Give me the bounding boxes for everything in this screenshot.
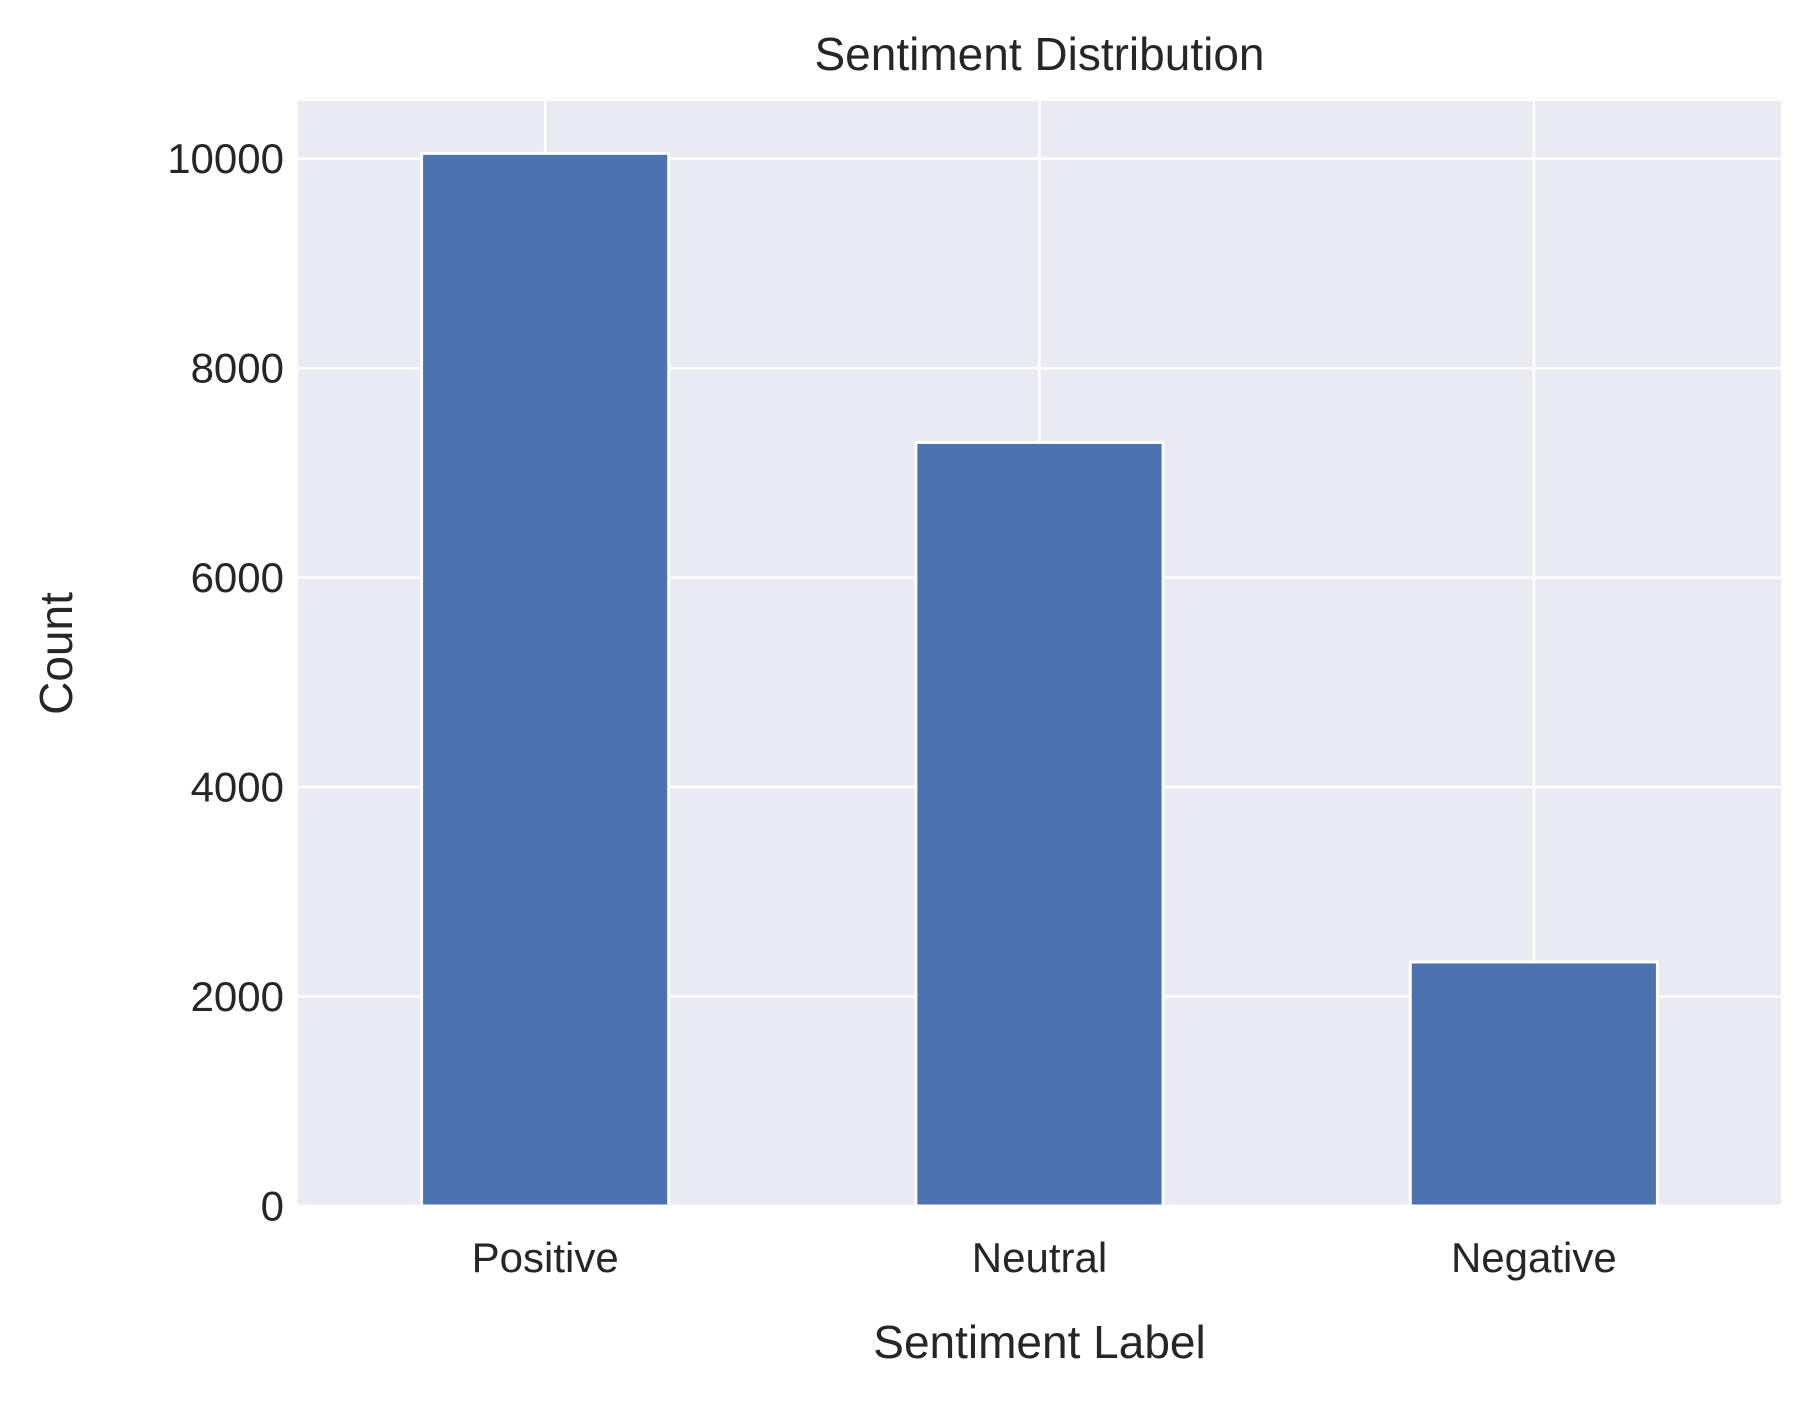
chart-title: Sentiment Distribution [815, 28, 1265, 80]
x-tick-label-negative: Negative [1451, 1234, 1617, 1281]
y-tick-label: 0 [261, 1183, 284, 1230]
y-tick-label: 8000 [191, 345, 284, 392]
y-axis-label: Count [30, 592, 82, 715]
x-tick-labels: Positive Neutral Negative [472, 1234, 1617, 1281]
y-tick-label: 6000 [191, 554, 284, 601]
y-tick-labels: 0 2000 4000 6000 8000 10000 [167, 135, 284, 1229]
bar-positive [420, 151, 671, 1208]
bar-neutral [914, 440, 1165, 1208]
x-tick-label-neutral: Neutral [972, 1234, 1107, 1281]
bars [420, 151, 1659, 1208]
bar-negative [1408, 960, 1659, 1208]
y-tick-label: 2000 [191, 973, 284, 1020]
x-axis-label: Sentiment Label [873, 1316, 1205, 1368]
x-tick-label-positive: Positive [472, 1234, 619, 1281]
y-tick-label: 10000 [167, 135, 284, 182]
y-tick-label: 4000 [191, 764, 284, 811]
